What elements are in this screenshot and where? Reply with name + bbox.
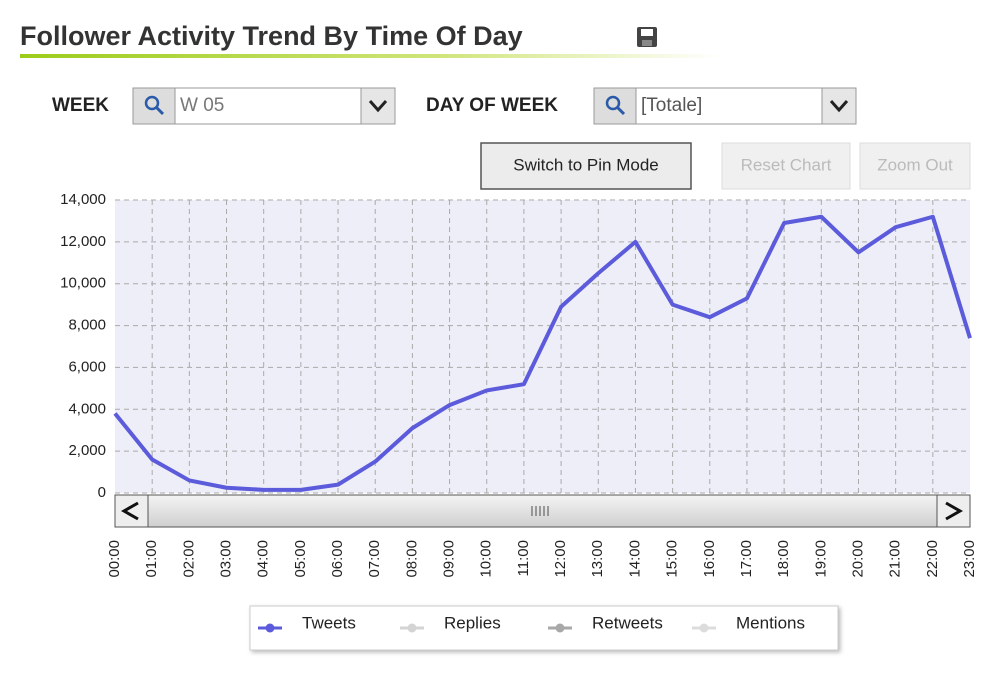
x-tick-label: 02:00 xyxy=(180,540,197,578)
y-tick-label: 2,000 xyxy=(68,442,106,459)
series-line xyxy=(113,214,972,492)
legend-label[interactable]: Replies xyxy=(444,613,501,632)
y-tick-label: 14,000 xyxy=(60,191,106,208)
save-icon[interactable] xyxy=(637,27,657,47)
reset-label: Reset Chart xyxy=(741,155,832,174)
y-tick-label: 6,000 xyxy=(68,358,106,375)
title-underline xyxy=(20,54,720,58)
x-tick-label: 11:00 xyxy=(515,540,532,576)
x-tick-label: 16:00 xyxy=(701,540,718,578)
day-value: [Totale] xyxy=(641,95,702,116)
week-select[interactable]: W 05 xyxy=(132,87,396,125)
x-tick-label: 21:00 xyxy=(887,540,904,578)
day-select[interactable]: [Totale] xyxy=(593,87,857,125)
page-title: Follower Activity Trend By Time Of Day xyxy=(20,21,523,51)
pin-mode-label: Switch to Pin Mode xyxy=(513,155,659,174)
scrollbar[interactable] xyxy=(114,494,971,528)
week-label: WEEK xyxy=(52,95,109,116)
x-tick-label: 19:00 xyxy=(812,540,829,578)
zoom-out-label: Zoom Out xyxy=(877,155,953,174)
x-tick-label: 10:00 xyxy=(478,540,495,578)
x-tick-label: 08:00 xyxy=(403,540,420,578)
reset-button[interactable]: Reset Chart xyxy=(721,142,851,190)
x-tick-label: 00:00 xyxy=(106,540,123,578)
x-tick-label: 12:00 xyxy=(552,540,569,578)
x-tick-label: 15:00 xyxy=(664,540,681,578)
x-tick-label: 05:00 xyxy=(292,540,309,578)
week-value: W 05 xyxy=(180,95,224,116)
x-tick-label: 07:00 xyxy=(366,540,383,578)
x-tick-label: 01:00 xyxy=(143,540,160,578)
y-tick-label: 12,000 xyxy=(60,233,106,250)
x-tick-label: 23:00 xyxy=(961,540,978,578)
x-tick-label: 13:00 xyxy=(589,540,606,578)
x-tick-label: 14:00 xyxy=(626,540,643,578)
pin-mode-button[interactable]: Switch to Pin Mode xyxy=(480,142,692,190)
y-tick-label: 10,000 xyxy=(60,275,106,292)
x-tick-label: 17:00 xyxy=(738,540,755,578)
legend-dot xyxy=(265,623,275,633)
x-tick-label: 22:00 xyxy=(924,540,941,578)
x-tick-label: 06:00 xyxy=(329,540,346,578)
legend-dot xyxy=(555,623,565,633)
x-tick-label: 20:00 xyxy=(849,540,866,578)
y-tick-label: 0 xyxy=(98,484,106,501)
legend-dot xyxy=(699,623,709,633)
legend-label[interactable]: Mentions xyxy=(736,613,805,632)
legend-box xyxy=(249,605,839,651)
legend-label[interactable]: Retweets xyxy=(592,613,663,632)
day-label: DAY OF WEEK xyxy=(426,95,558,116)
legend-dot xyxy=(407,623,417,633)
x-tick-label: 04:00 xyxy=(255,540,272,578)
legend-label[interactable]: Tweets xyxy=(302,613,356,632)
zoom-out-button[interactable]: Zoom Out xyxy=(859,142,971,190)
x-tick-label: 03:00 xyxy=(217,540,234,578)
y-tick-label: 4,000 xyxy=(68,400,106,417)
x-tick-label: 09:00 xyxy=(441,540,458,578)
x-tick-label: 18:00 xyxy=(775,540,792,578)
y-tick-label: 8,000 xyxy=(68,317,106,334)
